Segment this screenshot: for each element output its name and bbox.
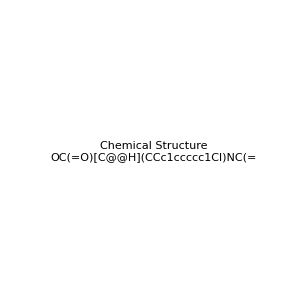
Text: Chemical Structure
OC(=O)[C@@H](CCc1ccccc1Cl)NC(=: Chemical Structure OC(=O)[C@@H](CCc1cccc…: [51, 141, 257, 162]
